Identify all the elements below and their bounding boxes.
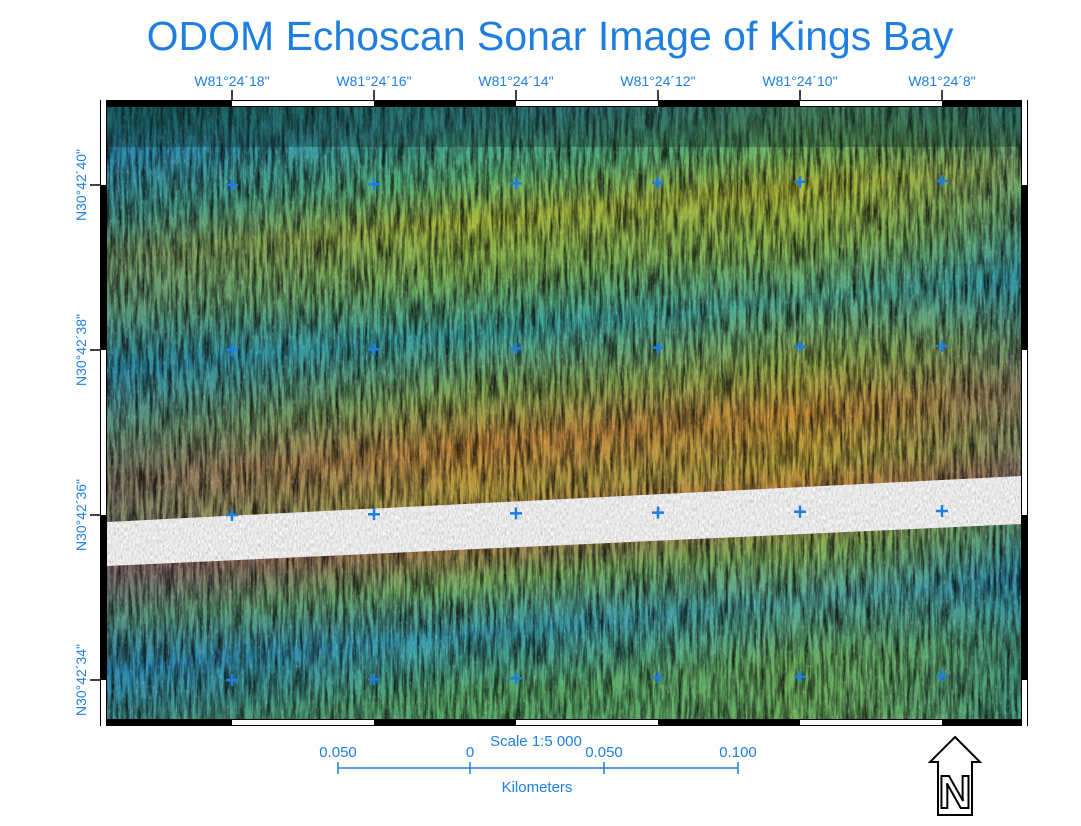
grid-cross [368, 673, 380, 686]
grid-cross [936, 670, 948, 682]
grid-crosses [226, 175, 948, 686]
frame-segment [232, 720, 374, 725]
latitude-label: N30°42´38" [73, 314, 89, 386]
north-label: N [938, 766, 971, 818]
scale-title: Scale 1:5 000 [490, 733, 582, 750]
longitude-label: W81°24´8" [908, 73, 975, 89]
grid-cross [510, 342, 522, 355]
latitude-label: N30°42´34" [73, 644, 89, 716]
latitude-labels: N30°42´40" N30°42´38" N30°42´36" N30°42´34" [73, 149, 100, 716]
longitude-label: W81°24´10" [762, 73, 837, 89]
grid-cross [652, 506, 664, 519]
frame-segment [800, 720, 942, 725]
latitude-label: N30°42´40" [73, 149, 89, 221]
scale-label: 0.100 [719, 744, 757, 761]
grid-cross [936, 175, 948, 187]
scale-unit: Kilometers [502, 779, 573, 796]
grid-cross [226, 344, 238, 356]
scale-ticks: 0.050 0 0.050 0.100 [319, 744, 757, 774]
sonar-image [107, 107, 1021, 719]
frame-segment [516, 101, 658, 106]
grid-cross [368, 343, 380, 356]
grid-cross [226, 509, 238, 521]
grid-cross [652, 341, 664, 354]
scale-label: 0.050 [319, 744, 357, 761]
longitude-label: W81°24´12" [620, 73, 695, 89]
scale-bar: Scale 1:5 000 0.050 0 0.050 0.100 Kilometer… [319, 733, 757, 796]
scale-label: 0 [466, 744, 474, 761]
frame-segment [101, 350, 106, 515]
longitude-labels: W81°24´18" W81°24´16" W81°24´14" W81°24´12"… [194, 73, 976, 100]
grid-cross [794, 175, 806, 188]
longitude-label: W81°24´16" [336, 73, 411, 89]
grid-cross [510, 177, 522, 190]
frame-segment [101, 100, 106, 185]
grid-cross [794, 670, 806, 683]
frame-segment [1022, 100, 1027, 185]
longitude-label: W81°24´14" [478, 73, 553, 89]
frame-segment [232, 101, 374, 106]
sonar-grain [107, 107, 1021, 719]
north-arrow-outline [927, 735, 983, 816]
grid-cross [368, 508, 380, 521]
frame-segment [1022, 350, 1027, 515]
frame-segment [101, 680, 106, 726]
grid-cross [226, 179, 238, 191]
scale-label: 0.050 [585, 744, 623, 761]
frame-segment [516, 720, 658, 725]
grid-cross [510, 507, 522, 520]
grid-cross [368, 178, 380, 191]
grid-cross [652, 176, 664, 189]
grid-cross [652, 671, 664, 684]
grid-cross [794, 340, 806, 353]
grid-cross [226, 674, 238, 686]
dark-top [107, 107, 1021, 147]
grid-cross [936, 340, 948, 352]
latitude-label: N30°42´36" [73, 479, 89, 551]
frame-ticks [101, 100, 1027, 726]
grid-cross [794, 505, 806, 518]
grid-cross [510, 672, 522, 685]
map-title: ODOM Echoscan Sonar Image of Kings Bay [147, 13, 954, 59]
longitude-label: W81°24´18" [194, 73, 269, 89]
frame-segment [1022, 680, 1027, 726]
north-arrow: N [927, 735, 983, 819]
frame-segment [800, 101, 942, 106]
grid-cross [936, 505, 948, 517]
